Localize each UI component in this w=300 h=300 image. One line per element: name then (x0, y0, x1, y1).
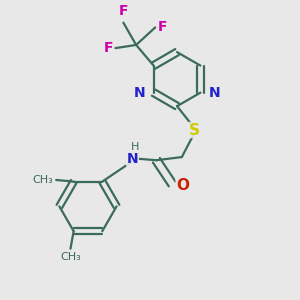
Text: F: F (158, 20, 167, 34)
Text: F: F (119, 4, 128, 18)
Text: N: N (134, 86, 146, 100)
Text: F: F (103, 41, 113, 55)
Text: H: H (131, 142, 139, 152)
Text: N: N (127, 152, 138, 166)
Text: S: S (189, 122, 200, 137)
Text: CH₃: CH₃ (33, 175, 54, 185)
Text: O: O (176, 178, 189, 193)
Text: CH₃: CH₃ (60, 252, 81, 262)
Text: N: N (208, 86, 220, 100)
